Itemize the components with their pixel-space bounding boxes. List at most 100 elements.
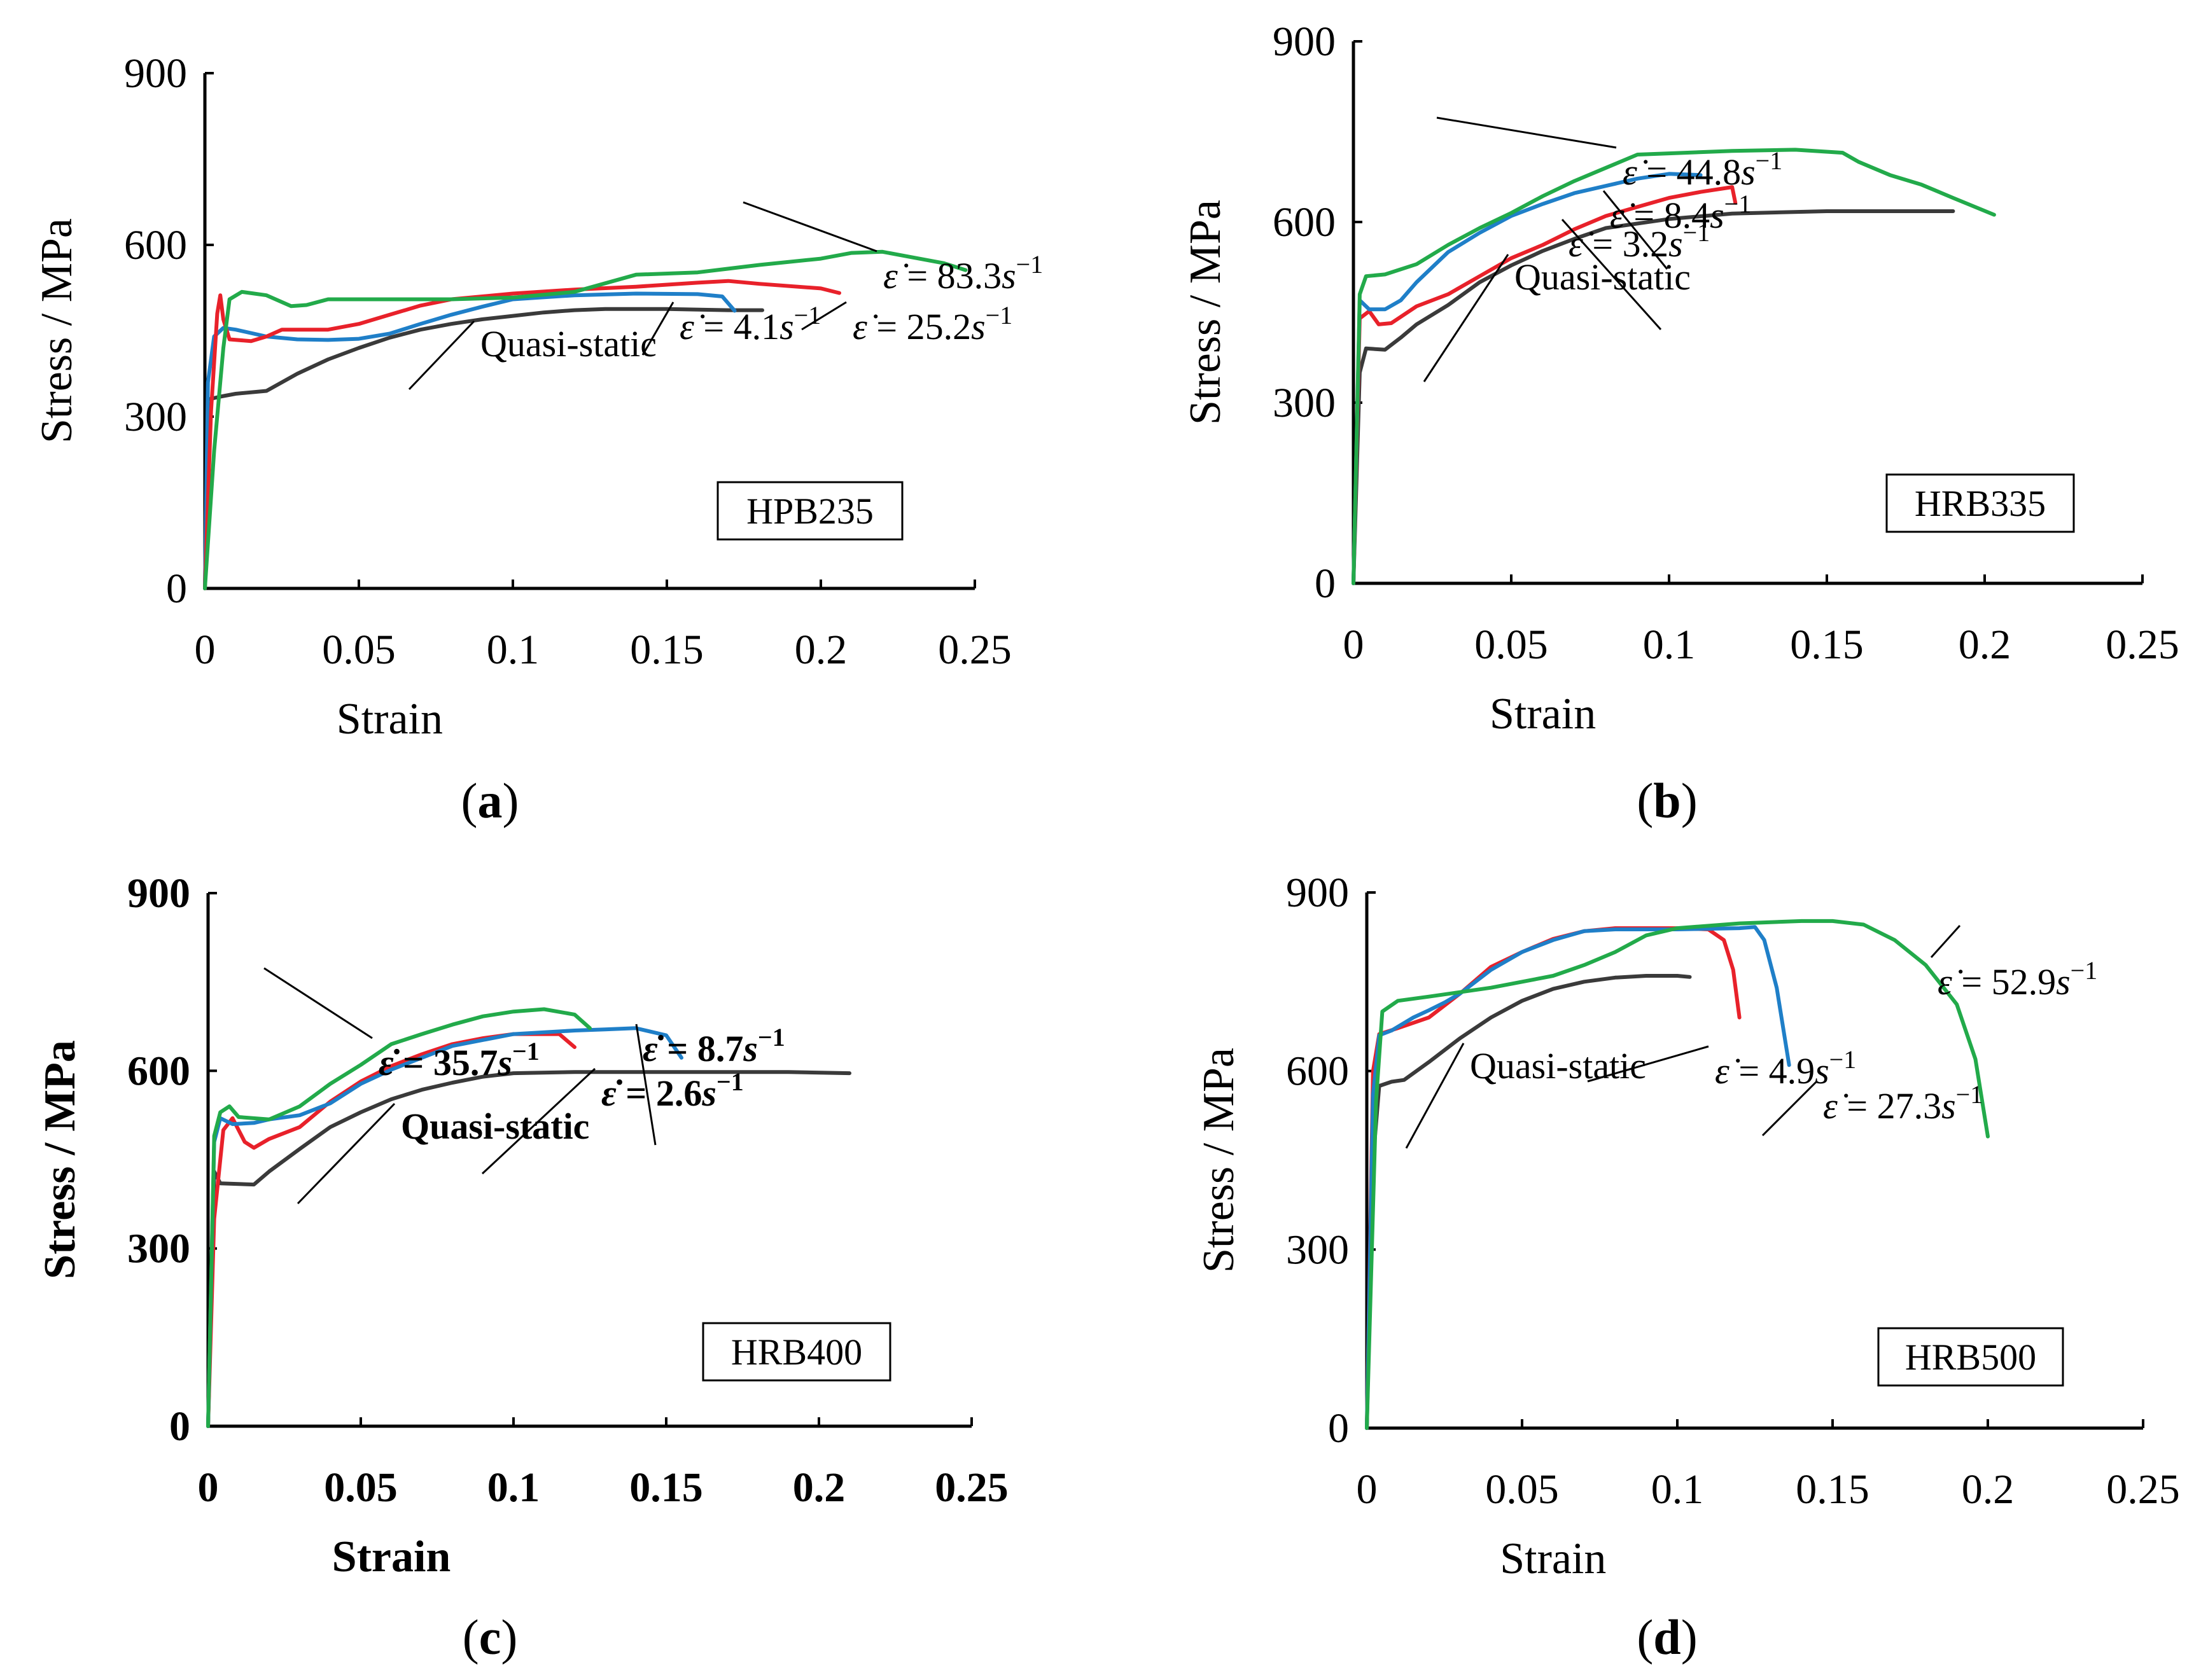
- series-line-red: [206, 1032, 576, 1428]
- grade-label: HRB500: [1905, 1336, 2036, 1378]
- x-tick-label: 0.05: [322, 627, 396, 673]
- x-tick-label: 0.15: [1796, 1466, 1869, 1513]
- equals-value: = 35.7: [394, 1042, 498, 1083]
- grade-box: [1877, 1327, 2064, 1387]
- unit-s: s: [2056, 961, 2071, 1003]
- series-line-red: [1365, 926, 1742, 1430]
- x-tick-label: 0.05: [1474, 621, 1548, 668]
- annotation-leader: [801, 301, 847, 331]
- equals-value: = 83.3: [898, 255, 1002, 296]
- panel-caption: (c): [463, 1609, 518, 1665]
- panel-caption: (d): [1637, 1609, 1697, 1665]
- caption-close: ): [503, 773, 519, 828]
- x-tick-label: 0.25: [935, 1464, 1009, 1511]
- panel-a: 0 300 600 900 0 0.05 0.1 0.15 0.2 0.25 Strain Stres…: [32, 50, 1043, 828]
- y-tick-label: 600: [127, 1048, 190, 1094]
- annotation-quasi-static: Quasi-static: [1470, 1045, 1646, 1086]
- unit-exponent: −1: [1016, 250, 1044, 279]
- series-line-green: [1365, 919, 1990, 1430]
- annotation-strain-rate: ε̇ = 44.8s−1: [1623, 146, 1782, 193]
- x-tick-label: 0.1: [1643, 621, 1696, 668]
- annotation-strain-rate: ε̇ = 35.7s−1: [379, 1037, 540, 1083]
- unit-s: s: [779, 306, 794, 347]
- x-tick-label: 0.15: [1790, 621, 1864, 668]
- x-tick-label: 0.1: [487, 1464, 540, 1511]
- annotation-strain-rate: ε̇ = 52.9s−1: [1938, 956, 2097, 1003]
- panel-c: 0 300 600 900 0 0.05 0.1 0.15 0.2 0.25 Strain Stres…: [36, 870, 1009, 1665]
- series-line-green: [1352, 148, 1996, 585]
- equals-value: = 44.8: [1637, 151, 1741, 193]
- annotation-strain-rate: ε̇ = 4.1s−1: [680, 301, 821, 347]
- grade-label: HRB335: [1915, 483, 2046, 524]
- unit-exponent: −1: [512, 1037, 540, 1066]
- unit-s: s: [1710, 195, 1724, 236]
- equals-value: = 4.1: [694, 306, 779, 347]
- annotation-leader: [1761, 1080, 1818, 1137]
- x-tick-label: 0.1: [1651, 1466, 1704, 1513]
- annotation-strain-rate: ε̇ = 4.9s−1: [1715, 1045, 1856, 1092]
- y-tick-label: 900: [1286, 870, 1349, 916]
- y-axis-label: Stress / MPa: [1181, 200, 1230, 425]
- x-tick-label: 0.15: [630, 627, 704, 673]
- annotation-strain-rate: ε̇ = 8.7s−1: [643, 1023, 785, 1069]
- annotation-leader: [408, 320, 475, 391]
- grade-box: [1885, 473, 2075, 533]
- unit-exponent: −1: [1724, 190, 1752, 218]
- equals-value: = 25.2: [867, 306, 971, 347]
- annotation-leader: [1423, 254, 1509, 382]
- equals-value: = 27.3: [1838, 1085, 1941, 1127]
- annotation-leader: [263, 967, 373, 1039]
- series-line-red: [1352, 185, 1738, 585]
- x-tick-label: 0.05: [324, 1464, 398, 1511]
- series-line-blue: [203, 291, 737, 590]
- caption-open: (: [1637, 1609, 1653, 1665]
- annotation-quasi-static: Quasi-static: [1514, 256, 1691, 298]
- unit-s: s: [497, 1042, 512, 1083]
- equals-value: = 8.7: [658, 1028, 744, 1069]
- annotation-leader: [743, 201, 877, 253]
- series-line-green: [203, 249, 968, 590]
- unit-exponent: −1: [1956, 1080, 1983, 1109]
- y-axis-label: Stress / MPa: [36, 1040, 85, 1279]
- caption-open: (: [461, 773, 478, 828]
- unit-exponent: −1: [1683, 218, 1710, 247]
- unit-s: s: [1941, 1085, 1956, 1127]
- x-axis-label: Strain: [1500, 1534, 1606, 1583]
- annotation-leader: [1602, 190, 1668, 270]
- x-axis-label: Strain: [332, 1532, 451, 1581]
- series-line-black: [1365, 974, 1692, 1430]
- series-line-blue: [206, 1026, 683, 1428]
- unit-exponent: −1: [1829, 1045, 1857, 1074]
- grade-label: HPB235: [746, 490, 874, 532]
- annotation-strain-rate: ε̇ = 27.3s−1: [1823, 1080, 1983, 1127]
- annotation-strain-rate: ε̇ = 2.6s−1: [601, 1067, 744, 1114]
- unit-s: s: [1668, 223, 1683, 265]
- x-tick-label: 0.25: [2106, 1466, 2180, 1513]
- grade-label: HRB400: [731, 1331, 862, 1373]
- x-tick-label: 0.1: [487, 627, 540, 673]
- caption-letter: d: [1653, 1609, 1680, 1665]
- caption-close: ): [501, 1609, 517, 1665]
- unit-exponent: −1: [1756, 146, 1783, 175]
- unit-exponent: −1: [716, 1067, 744, 1096]
- series-line-black: [203, 307, 764, 590]
- caption-letter: b: [1653, 773, 1680, 828]
- equals-value: = 8.4: [1625, 195, 1710, 236]
- annotation-strain-rate: ε̇ = 25.2s−1: [853, 301, 1012, 347]
- x-tick-label: 0: [1357, 1466, 1378, 1513]
- unit-s: s: [701, 1073, 716, 1114]
- y-tick-label: 600: [124, 222, 187, 268]
- y-tick-label: 300: [1286, 1226, 1349, 1273]
- annotation-quasi-static: Quasi-static: [480, 323, 657, 364]
- series-line-green: [206, 1007, 592, 1428]
- annotation-leader: [1561, 218, 1662, 331]
- equals-value: = 4.9: [1729, 1050, 1815, 1092]
- unit-s: s: [1002, 255, 1016, 296]
- panel-b: 0 300 600 900 0 0.05 0.1 0.15 0.2 0.25 Strain Stres…: [1181, 18, 2179, 828]
- annotation-leader: [1930, 924, 1961, 959]
- x-tick-label: 0.2: [795, 627, 848, 673]
- unit-s: s: [1741, 151, 1756, 193]
- y-tick-label: 0: [166, 566, 187, 612]
- caption-letter: a: [478, 773, 503, 828]
- annotation-strain-rate: ε̇ = 83.3s−1: [883, 250, 1043, 296]
